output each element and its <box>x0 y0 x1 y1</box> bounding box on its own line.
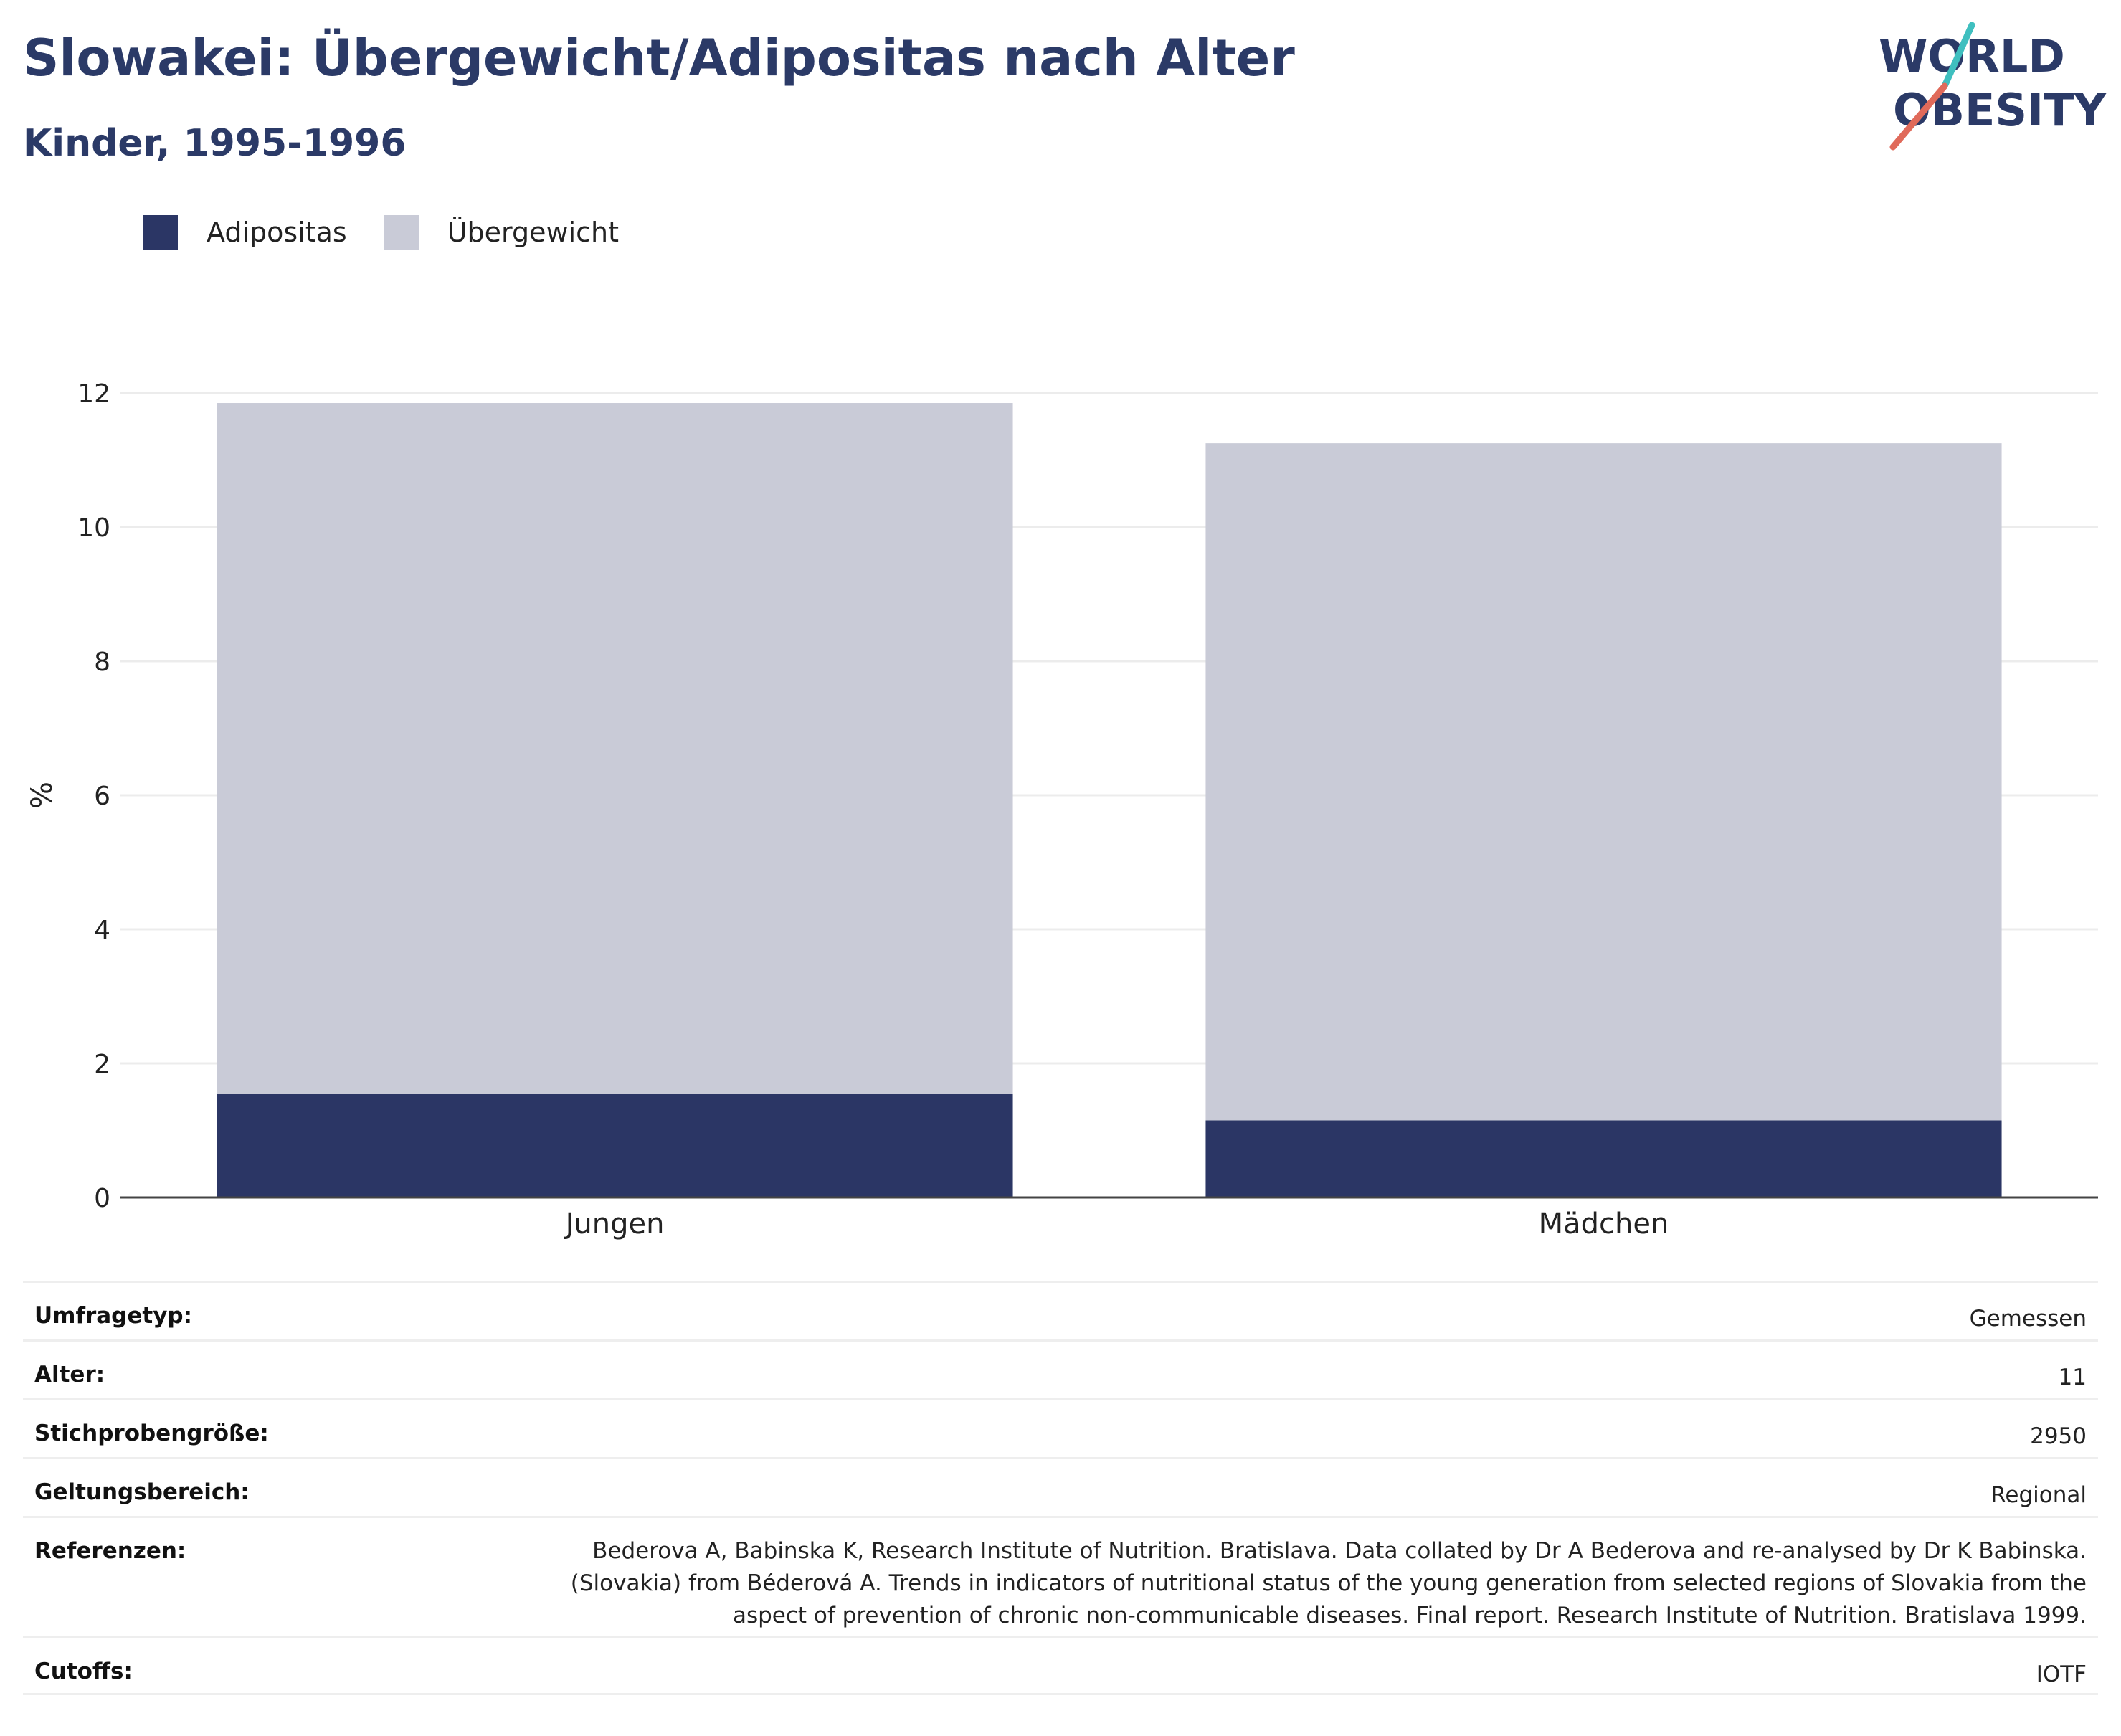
info-row-referenzen: Referenzen: Bederova A, Babinska K, Rese… <box>23 1516 2098 1636</box>
y-tick-label: 4 <box>94 916 110 945</box>
info-row-alter: Alter: 11 <box>23 1339 2098 1398</box>
bar-adipositas-1 <box>1205 1120 2002 1197</box>
info-row-stichprobengroesse: Stichprobengröße: 2950 <box>23 1398 2098 1457</box>
info-label: Stichprobengröße: <box>34 1420 269 1446</box>
info-label: Umfragetyp: <box>34 1303 192 1329</box>
info-value: IOTF <box>2036 1661 2087 1687</box>
info-value-references: Bederova A, Babinska K, Research Institu… <box>570 1538 2087 1628</box>
info-row-umfragetyp: Umfragetyp: Gemessen <box>23 1281 2098 1339</box>
logo-teal-slash <box>1941 22 1975 90</box>
chart-title: Slowakei: Übergewicht/Adipositas nach Al… <box>23 29 1295 87</box>
y-tick-label: 8 <box>94 648 110 677</box>
info-label: Referenzen: <box>34 1538 186 1564</box>
info-table: Umfragetyp: Gemessen Alter: 11 Stichprob… <box>23 1281 2098 1695</box>
legend-item-uebergewicht[interactable]: Übergewicht <box>384 215 619 250</box>
y-tick-label: 12 <box>77 379 110 409</box>
logo-coral-slash <box>1889 82 1948 151</box>
bar-uebergewicht-0 <box>217 403 1013 1094</box>
chart-subtitle: Kinder, 1995-1996 <box>23 122 407 165</box>
legend-item-adipositas[interactable]: Adipositas <box>143 215 347 250</box>
bar-uebergewicht-1 <box>1205 443 2002 1121</box>
info-row-geltungsbereich: Geltungsbereich: Regional <box>23 1457 2098 1516</box>
info-row-cutoffs: Cutoffs: IOTF <box>23 1636 2098 1695</box>
legend-label-uebergewicht: Übergewicht <box>447 217 619 248</box>
x-tick-label: Mädchen <box>1539 1208 1669 1241</box>
bar-adipositas-0 <box>217 1094 1013 1197</box>
stacked-bar-chart: 0 2 4 6 8 10 12% Jungen Mädchen <box>26 379 2098 1241</box>
logo-text-world: WORLD <box>1879 30 2065 82</box>
legend-label-adipositas: Adipositas <box>207 217 347 248</box>
y-axis-label: % <box>26 782 59 809</box>
y-tick-label: 10 <box>77 513 110 543</box>
y-tick-label: 2 <box>94 1050 110 1079</box>
x-tick-label: Jungen <box>564 1208 665 1241</box>
world-obesity-logo: WORLD OBESITY <box>1879 22 2107 151</box>
info-label: Geltungsbereich: <box>34 1479 250 1505</box>
y-tick-label: 6 <box>94 782 110 811</box>
info-label: Alter: <box>34 1362 105 1388</box>
legend-swatch-uebergewicht <box>384 215 419 250</box>
info-value: Regional <box>1990 1482 2087 1508</box>
logo-text-obesity: OBESITY <box>1893 84 2107 136</box>
info-label: Cutoffs: <box>34 1659 133 1684</box>
legend-swatch-adipositas <box>143 215 178 250</box>
info-value: 11 <box>2058 1365 2087 1390</box>
chart-legend: Adipositas Übergewicht <box>143 212 656 252</box>
y-tick-label: 0 <box>94 1184 110 1213</box>
info-value: Gemessen <box>1969 1306 2087 1332</box>
info-value: 2950 <box>2030 1423 2087 1449</box>
